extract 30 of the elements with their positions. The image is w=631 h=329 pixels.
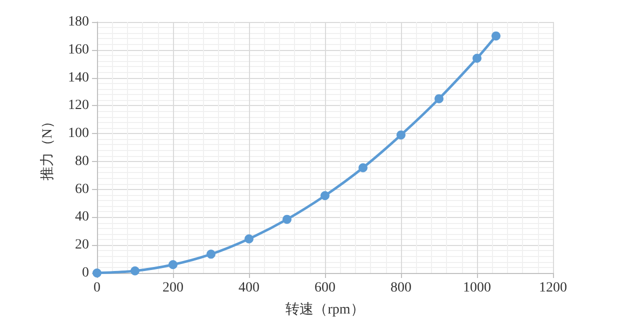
y-axis-title: 推力（N）: [40, 114, 56, 181]
point: [434, 94, 444, 104]
y-tick-label: 100: [68, 126, 89, 142]
x-tick-label: 400: [238, 280, 260, 296]
x-tick-label: 0: [94, 280, 100, 296]
y-tick-label: 120: [68, 98, 89, 114]
point: [168, 260, 178, 270]
y-tick-label: 140: [68, 70, 89, 86]
point: [396, 130, 406, 140]
y-tick-label: 180: [68, 14, 89, 30]
y-tick-label: 0: [82, 266, 89, 280]
point: [472, 54, 482, 63]
y-tick-label: 80: [75, 154, 89, 169]
point: [130, 266, 140, 276]
point: [320, 191, 330, 200]
y-tick-label: 20: [75, 238, 89, 253]
point: [244, 234, 254, 244]
x-tick-label: 200: [162, 280, 184, 296]
point: [492, 31, 500, 40]
x-axis-title: 转速（rpm）: [286, 302, 364, 318]
point: [282, 214, 292, 224]
point: [358, 163, 368, 172]
y-tick-label: 40: [75, 210, 89, 225]
x-tick-label: 1200: [539, 280, 567, 296]
x-tick-label: 800: [390, 280, 412, 296]
x-tick-label: 600: [314, 280, 336, 296]
y-tick-label: 60: [75, 182, 89, 197]
x-tick-label: 1000: [463, 280, 491, 296]
point: [206, 250, 216, 259]
y-tick-label: 160: [68, 42, 89, 58]
